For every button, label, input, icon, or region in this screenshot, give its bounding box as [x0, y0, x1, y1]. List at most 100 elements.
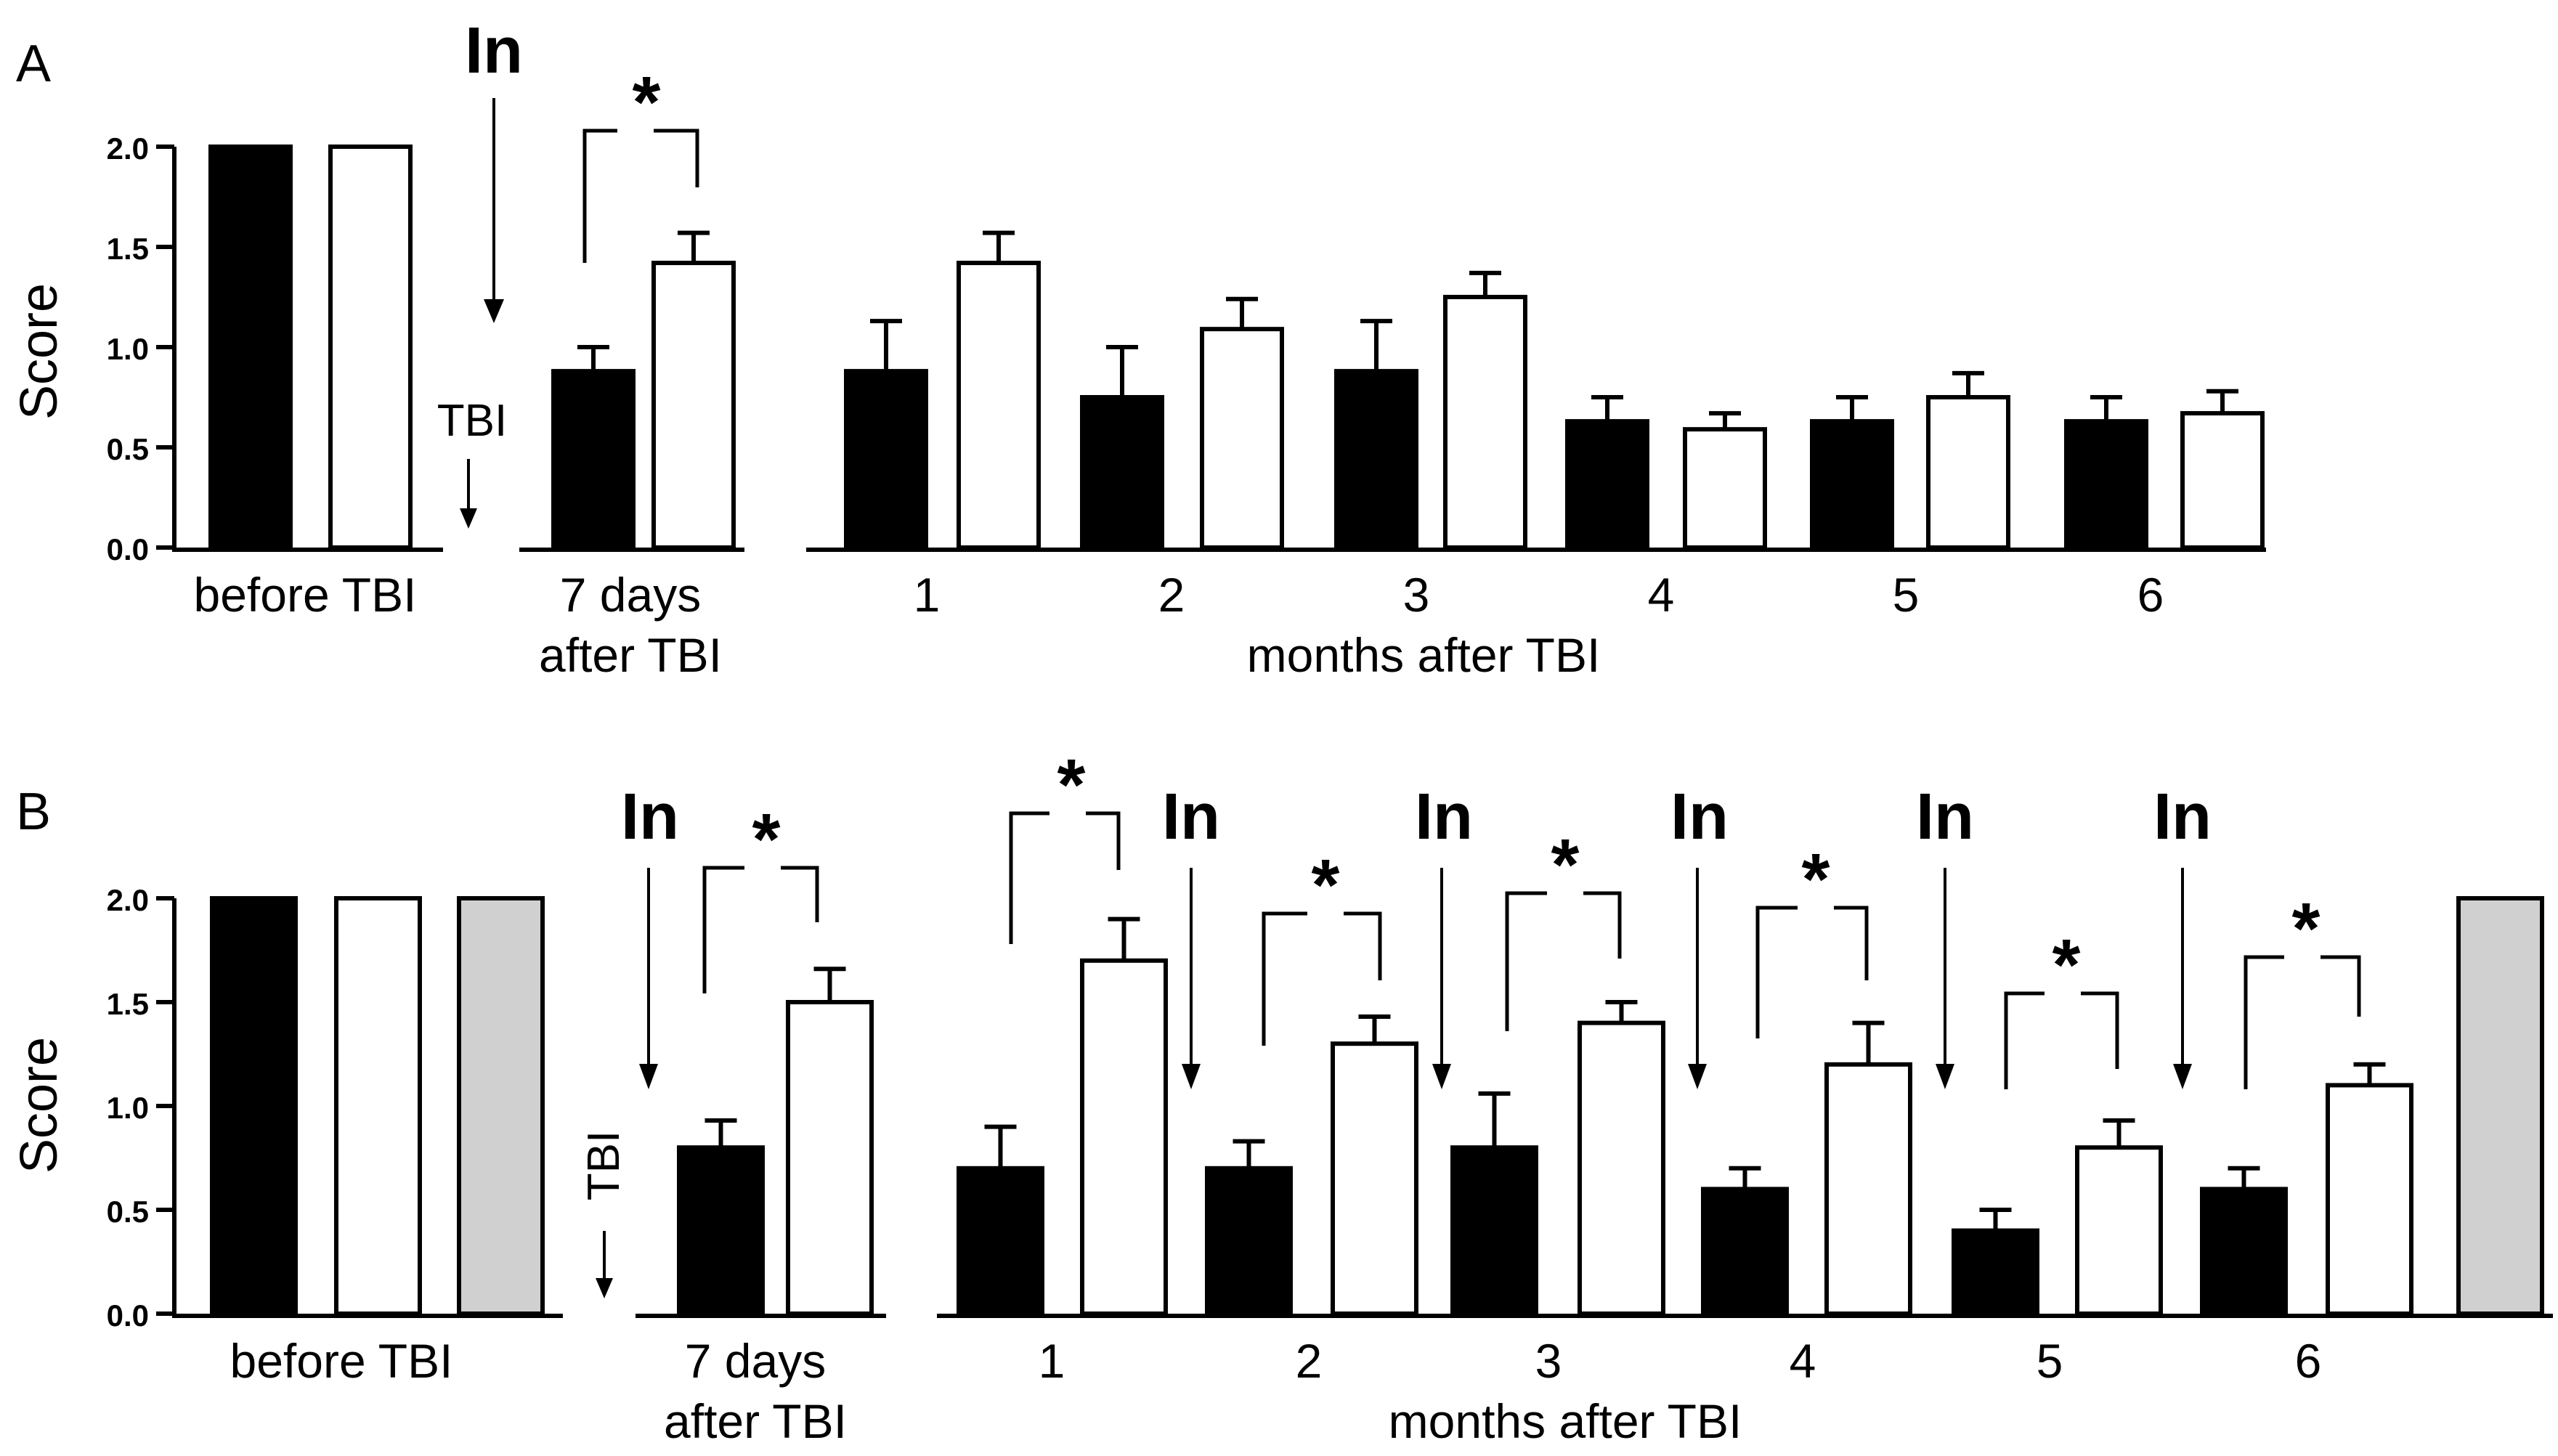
panel-b-injection-label-7days: In [621, 781, 679, 853]
panel-a-y-ticks: 2.0 1.5 1.0 0.5 0.0 [107, 131, 149, 566]
panel-b-bar-month2-black [1205, 1166, 1293, 1317]
panel-a-bar-month4-white [1683, 427, 1767, 550]
panel-b-bar-7days-white [786, 1000, 874, 1316]
panel-a-label-month-1: 1 [914, 568, 941, 622]
panel-b-bar-month3-white [1578, 1020, 1665, 1316]
panel-b-bar-month1-white [1080, 958, 1168, 1317]
panel-b-bracket-1 [1009, 811, 1121, 944]
panel-a-label-before-tbi: before TBI [194, 568, 417, 622]
panel-a-injection-label: In [465, 15, 523, 87]
panel-a-injection-arrow-head [484, 299, 504, 323]
panel-b-tbi-label: TBI [579, 1131, 629, 1200]
panel-a-bar-month3-black [1334, 369, 1418, 550]
panel-a-y-axis-title: Score [10, 283, 68, 420]
panel-a-label-7days-line1: 7 days [560, 568, 701, 622]
panel-a-ytick-1: 1.0 [107, 332, 149, 366]
panel-b-bracket-5 [2004, 991, 2119, 1089]
panel-a-label: A [16, 35, 51, 93]
panel-a-bar-before-tbi-black [208, 145, 293, 550]
panel-a-label-7days-line2: after TBI [539, 628, 722, 682]
panel-a-bar-month2-black [1080, 395, 1164, 550]
panel-b-bar-month6-black [2200, 1187, 2288, 1317]
panel-a-bar-month6-black [2064, 419, 2148, 550]
panel-a-significance-bracket [582, 129, 699, 263]
panel-b-label-before-tbi: before TBI [230, 1334, 453, 1388]
panel-a-bar-month5-white [1926, 395, 2010, 550]
panel-b-gap-6 [2284, 950, 2321, 964]
panel-b-injection-arrowhead-5 [2173, 1064, 2192, 1089]
panel-b-ytick-2: 2.0 [107, 883, 149, 917]
panel-a-label-month-4: 4 [1648, 568, 1675, 622]
panel-b-y-ticks: 2.0 1.5 1.0 0.5 0.0 [107, 883, 149, 1333]
panel-b-label: B [16, 783, 51, 841]
panel-a-y-tick-marks [156, 145, 174, 550]
panel-b-star-5: * [2053, 924, 2081, 1006]
panel-b-error-bars [705, 916, 2386, 1231]
panel-b-bar-before-tbi-gray [457, 896, 545, 1316]
panel-a-bar-month5-black [1810, 419, 1894, 550]
panel-a-ytick-0-5: 0.5 [107, 432, 149, 466]
panel-a-label-month-3: 3 [1403, 568, 1430, 622]
panel-b-bracket-7days [702, 866, 819, 993]
panel-a-label-month-5: 5 [1893, 568, 1920, 622]
panel-b-ytick-1: 1.0 [107, 1091, 149, 1125]
panel-a-bracket-gap [617, 123, 654, 138]
panel-b-bar-month1-black [957, 1166, 1044, 1317]
panel-a-label-month-2: 2 [1158, 568, 1185, 622]
panel-a-tbi-label: TBI [437, 396, 507, 446]
panel-b-significance-brackets [702, 811, 2361, 1089]
panel-b-label-month-2: 2 [1296, 1334, 1323, 1388]
panel-b-label-month-4: 4 [1790, 1334, 1816, 1388]
panel-b-injection-arrowhead-7days [639, 1064, 658, 1089]
panel-b-gap-5 [2045, 986, 2081, 1001]
panel-b: B Score 2.0 1.5 1.0 0.5 0.0 [10, 744, 2553, 1448]
panel-b-injection-arrowhead-2 [1432, 1064, 1451, 1089]
panel-a-tbi-arrow-head [460, 508, 477, 529]
panel-b-bracket-2 [1262, 911, 1382, 1046]
panel-b-gap-1 [1049, 806, 1086, 821]
panel-b-label-month-1: 1 [1039, 1334, 1065, 1388]
panel-b-star-7days: * [752, 799, 781, 880]
panel-b-gap-4 [1798, 900, 1834, 915]
panel-b-injection-arrowhead-4 [1936, 1064, 1954, 1089]
panel-b-injection-markers: In In In In In In [621, 781, 2212, 1089]
panel-b-star-2: * [1312, 845, 1340, 926]
panel-b-bracket-6 [2244, 955, 2361, 1089]
panel-b-bar-month4-white [1824, 1062, 1912, 1317]
panel-b-y-axis-title: Score [10, 1037, 68, 1174]
panel-a-months-axis-label: months after TBI [1247, 628, 1601, 682]
panel-a-significance-star: * [633, 62, 661, 143]
panel-b-injection-label-4: In [1916, 781, 1974, 853]
panel-b-ytick-0-5: 0.5 [107, 1195, 149, 1229]
panel-b-gap-7days [744, 861, 781, 875]
panel-b-gap-3 [1547, 886, 1583, 900]
panel-b-injection-label-1: In [1162, 781, 1220, 853]
panel-b-bar-before-tbi-white [334, 896, 422, 1316]
panel-a-bar-before-tbi-white [328, 145, 413, 550]
panel-b-bar-month3-black [1450, 1145, 1538, 1316]
panel-b-label-7days-line2: after TBI [664, 1394, 847, 1448]
panel-a-bar-month3-white [1443, 295, 1527, 550]
panel-b-label-month-3: 3 [1535, 1334, 1562, 1388]
panel-b-bar-month6-white [2326, 1083, 2413, 1317]
panel-a-bar-month1-black [844, 369, 928, 550]
panel-b-injection-label-5: In [2153, 781, 2212, 853]
panel-b-bar-month5-white [2075, 1145, 2163, 1316]
panel-a-bar-month4-black [1565, 419, 1649, 550]
panel-a: A Score 2.0 1.5 1.0 0.5 0.0 [10, 15, 2266, 682]
panel-b-star-1: * [1057, 744, 1086, 826]
panel-b-significance-stars: * * * * * * * [752, 744, 2321, 1006]
panel-b-gap-2 [1307, 906, 1344, 921]
panel-a-label-month-6: 6 [2137, 568, 2164, 622]
panel-a-bar-month1-white [957, 261, 1041, 550]
panel-b-bar-7days-black [677, 1145, 765, 1316]
panel-a-bar-7days-black [551, 369, 636, 550]
panel-a-ytick-2: 2.0 [107, 131, 149, 166]
panel-b-bar-month5-black [1952, 1228, 2039, 1316]
panel-a-bar-month2-white [1200, 327, 1284, 550]
panel-b-months-axis-label: months after TBI [1389, 1394, 1742, 1448]
panel-b-injection-label-2: In [1415, 781, 1473, 853]
panel-b-y-tick-marks [156, 896, 174, 1316]
panel-b-tbi-arrow-head [596, 1278, 613, 1298]
